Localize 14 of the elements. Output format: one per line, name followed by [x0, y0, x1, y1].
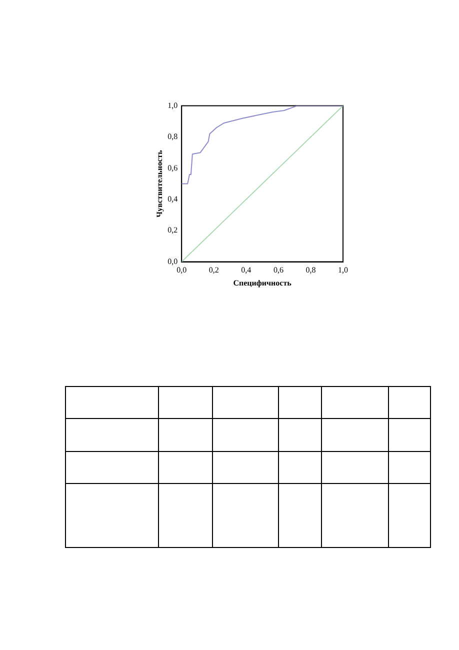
y-tick-label: 0,0: [168, 256, 178, 266]
y-axis-title: Чувствительность: [154, 149, 164, 218]
y-tick-label: 1,0: [168, 100, 178, 110]
y-tick-label: 0,4: [168, 194, 178, 204]
y-tick-label: 0,8: [168, 132, 178, 142]
x-tick-label: 0,0: [176, 266, 187, 275]
x-tick-label: 0,2: [208, 266, 219, 275]
y-tick-label: 0,6: [168, 163, 178, 172]
x-tick-label: 1,0: [338, 266, 348, 275]
x-tick-label: 0,6: [273, 266, 284, 275]
x-tick-label: 0,4: [241, 266, 252, 275]
x-axis-title: Специфичность: [233, 278, 292, 288]
x-tick-label: 0,8: [306, 266, 316, 275]
y-tick-label: 0,2: [168, 226, 178, 235]
